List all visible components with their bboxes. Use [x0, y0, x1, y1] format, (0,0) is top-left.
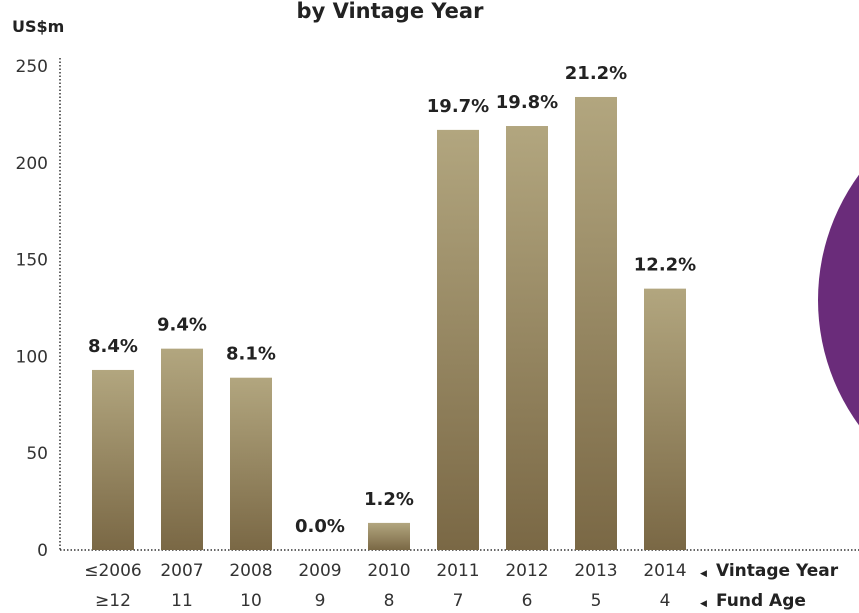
fund-age-tick-label: ≥12 [95, 591, 131, 611]
x-tick-label: 2008 [229, 561, 272, 581]
data-label: 0.0% [295, 516, 345, 537]
fund-age-tick-label: 10 [240, 591, 262, 611]
bar [644, 288, 686, 550]
x-tick-label: ≤2006 [84, 561, 142, 581]
decor-circle [818, 174, 859, 426]
bar [161, 348, 203, 550]
data-label: 19.8% [496, 92, 558, 113]
x-tick-label: 2014 [643, 561, 686, 581]
y-tick-label: 250 [16, 57, 48, 77]
x-tick-label: 2011 [436, 561, 479, 581]
x-tick-label: 2009 [298, 561, 341, 581]
y-tick-label: 100 [16, 347, 48, 367]
x-tick-label: 2013 [574, 561, 617, 581]
y-tick-label: 50 [26, 444, 48, 464]
fund-age-tick-label: 6 [522, 591, 533, 611]
y-tick-label: 0 [37, 541, 48, 561]
arrow: ◀ [700, 599, 707, 609]
x-tick-label: 2010 [367, 561, 410, 581]
arrow: ◀ [700, 569, 707, 579]
data-label: 21.2% [565, 63, 627, 84]
y-tick-label: 150 [16, 251, 48, 271]
chart-title: by Vintage Year [297, 0, 485, 23]
bar [437, 129, 479, 550]
x-tick-label: 2012 [505, 561, 548, 581]
bar [575, 96, 617, 550]
bar [506, 126, 548, 551]
fund-age-tick-label: 11 [171, 591, 193, 611]
fund-age-label: Fund Age [716, 591, 806, 611]
fund-age-tick-label: 4 [660, 591, 671, 611]
data-label: 19.7% [427, 96, 489, 117]
data-label: 8.1% [226, 344, 276, 365]
bar [92, 369, 134, 550]
category-axis-label: Vintage Year [716, 561, 839, 581]
y-tick-label: 200 [16, 154, 48, 174]
bar [230, 377, 272, 550]
bar [368, 522, 410, 550]
fund-age-tick-label: 5 [591, 591, 602, 611]
x-tick-label: 2007 [160, 561, 203, 581]
fund-age-tick-label: 8 [384, 591, 395, 611]
data-label: 1.2% [364, 489, 414, 510]
data-label: 8.4% [88, 336, 138, 357]
data-label: 9.4% [157, 315, 207, 336]
fund-age-tick-label: 7 [453, 591, 464, 611]
y-axis-label: US$m [12, 17, 64, 36]
data-label: 12.2% [634, 255, 696, 276]
fund-age-tick-label: 9 [315, 591, 326, 611]
